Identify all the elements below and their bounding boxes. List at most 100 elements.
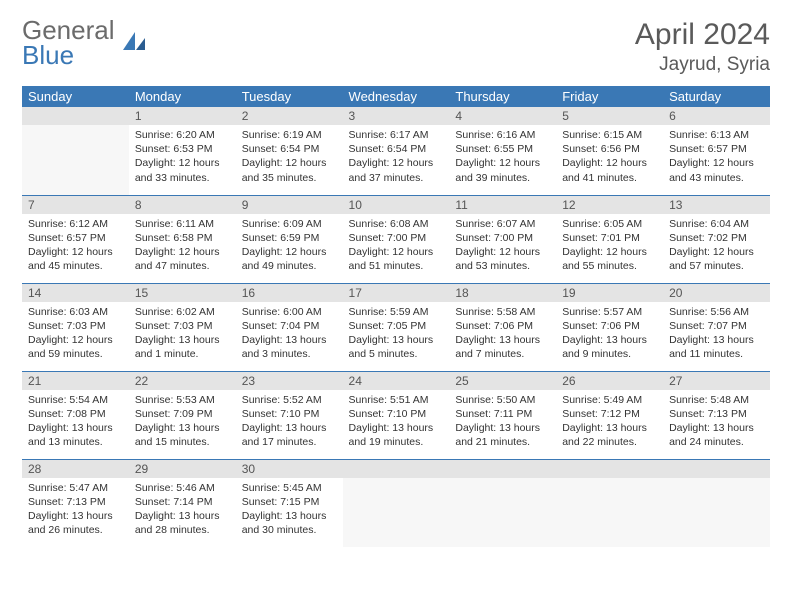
day-details: Sunrise: 5:51 AMSunset: 7:10 PMDaylight:… [343,390,450,456]
calendar-cell: 12Sunrise: 6:05 AMSunset: 7:01 PMDayligh… [556,195,663,283]
daylight-line: and 19 minutes. [349,435,444,449]
daylight-line: Daylight: 13 hours [455,333,550,347]
day-details: Sunrise: 6:16 AMSunset: 6:55 PMDaylight:… [449,125,556,191]
calendar-cell [449,459,556,547]
daylight-line: Daylight: 12 hours [562,156,657,170]
sunset-line: Sunset: 7:04 PM [242,319,337,333]
day-number: 24 [343,372,450,390]
empty-day-num [663,460,770,478]
day-number: 17 [343,284,450,302]
daylight-line: Daylight: 13 hours [135,509,230,523]
weekday-header-row: SundayMondayTuesdayWednesdayThursdayFrid… [22,86,770,107]
calendar-cell: 1Sunrise: 6:20 AMSunset: 6:53 PMDaylight… [129,107,236,195]
day-number: 8 [129,196,236,214]
weekday-header: Saturday [663,86,770,107]
daylight-line: Daylight: 13 hours [135,333,230,347]
day-number: 13 [663,196,770,214]
day-number: 10 [343,196,450,214]
calendar-row: 1Sunrise: 6:20 AMSunset: 6:53 PMDaylight… [22,107,770,195]
sunrise-line: Sunrise: 5:50 AM [455,393,550,407]
daylight-line: Daylight: 12 hours [135,245,230,259]
daylight-line: Daylight: 13 hours [669,421,764,435]
sunset-line: Sunset: 7:00 PM [455,231,550,245]
day-number: 5 [556,107,663,125]
sunset-line: Sunset: 6:55 PM [455,142,550,156]
sunset-line: Sunset: 7:12 PM [562,407,657,421]
daylight-line: and 59 minutes. [28,347,123,361]
sunrise-line: Sunrise: 6:16 AM [455,128,550,142]
sunrise-line: Sunrise: 6:20 AM [135,128,230,142]
day-number: 21 [22,372,129,390]
sunset-line: Sunset: 7:05 PM [349,319,444,333]
sunrise-line: Sunrise: 6:04 AM [669,217,764,231]
daylight-line: and 39 minutes. [455,171,550,185]
daylight-line: Daylight: 12 hours [455,156,550,170]
daylight-line: and 24 minutes. [669,435,764,449]
sunset-line: Sunset: 7:03 PM [28,319,123,333]
calendar-cell: 29Sunrise: 5:46 AMSunset: 7:14 PMDayligh… [129,459,236,547]
daylight-line: Daylight: 13 hours [349,333,444,347]
sunrise-line: Sunrise: 5:53 AM [135,393,230,407]
daylight-line: Daylight: 13 hours [135,421,230,435]
calendar-cell: 19Sunrise: 5:57 AMSunset: 7:06 PMDayligh… [556,283,663,371]
day-number: 25 [449,372,556,390]
daylight-line: Daylight: 13 hours [28,421,123,435]
daylight-line: Daylight: 12 hours [28,245,123,259]
daylight-line: Daylight: 13 hours [242,333,337,347]
sunrise-line: Sunrise: 5:52 AM [242,393,337,407]
daylight-line: and 15 minutes. [135,435,230,449]
day-details: Sunrise: 5:57 AMSunset: 7:06 PMDaylight:… [556,302,663,368]
sunset-line: Sunset: 6:57 PM [28,231,123,245]
daylight-line: and 1 minute. [135,347,230,361]
daylight-line: Daylight: 13 hours [28,509,123,523]
sunset-line: Sunset: 7:02 PM [669,231,764,245]
day-number: 6 [663,107,770,125]
day-details: Sunrise: 6:02 AMSunset: 7:03 PMDaylight:… [129,302,236,368]
calendar-cell: 13Sunrise: 6:04 AMSunset: 7:02 PMDayligh… [663,195,770,283]
day-number: 16 [236,284,343,302]
sail-icon [121,30,147,56]
day-details: Sunrise: 6:04 AMSunset: 7:02 PMDaylight:… [663,214,770,280]
day-number: 2 [236,107,343,125]
daylight-line: and 43 minutes. [669,171,764,185]
daylight-line: and 30 minutes. [242,523,337,537]
sunrise-line: Sunrise: 5:45 AM [242,481,337,495]
daylight-line: Daylight: 13 hours [562,333,657,347]
sunrise-line: Sunrise: 6:11 AM [135,217,230,231]
daylight-line: and 45 minutes. [28,259,123,273]
day-details: Sunrise: 6:19 AMSunset: 6:54 PMDaylight:… [236,125,343,191]
calendar-cell [556,459,663,547]
sunrise-line: Sunrise: 6:00 AM [242,305,337,319]
day-details: Sunrise: 5:50 AMSunset: 7:11 PMDaylight:… [449,390,556,456]
day-number: 19 [556,284,663,302]
day-details: Sunrise: 6:09 AMSunset: 6:59 PMDaylight:… [236,214,343,280]
sunrise-line: Sunrise: 6:12 AM [28,217,123,231]
day-number: 23 [236,372,343,390]
daylight-line: and 53 minutes. [455,259,550,273]
weekday-header: Wednesday [343,86,450,107]
day-number: 1 [129,107,236,125]
calendar-cell: 9Sunrise: 6:09 AMSunset: 6:59 PMDaylight… [236,195,343,283]
sunrise-line: Sunrise: 5:56 AM [669,305,764,319]
empty-day-num [343,460,450,478]
sunset-line: Sunset: 7:14 PM [135,495,230,509]
calendar-row: 28Sunrise: 5:47 AMSunset: 7:13 PMDayligh… [22,459,770,547]
daylight-line: and 26 minutes. [28,523,123,537]
calendar-cell: 27Sunrise: 5:48 AMSunset: 7:13 PMDayligh… [663,371,770,459]
sunrise-line: Sunrise: 6:03 AM [28,305,123,319]
day-number: 7 [22,196,129,214]
sunrise-line: Sunrise: 5:51 AM [349,393,444,407]
sunrise-line: Sunrise: 6:08 AM [349,217,444,231]
calendar-row: 7Sunrise: 6:12 AMSunset: 6:57 PMDaylight… [22,195,770,283]
day-details: Sunrise: 5:52 AMSunset: 7:10 PMDaylight:… [236,390,343,456]
sunset-line: Sunset: 7:11 PM [455,407,550,421]
daylight-line: Daylight: 12 hours [242,245,337,259]
empty-day-num [449,460,556,478]
calendar-cell: 30Sunrise: 5:45 AMSunset: 7:15 PMDayligh… [236,459,343,547]
location-label: Jayrud, Syria [635,54,770,76]
sunset-line: Sunset: 7:13 PM [669,407,764,421]
sunset-line: Sunset: 7:08 PM [28,407,123,421]
calendar-cell: 17Sunrise: 5:59 AMSunset: 7:05 PMDayligh… [343,283,450,371]
empty-day-num [556,460,663,478]
sunset-line: Sunset: 7:03 PM [135,319,230,333]
